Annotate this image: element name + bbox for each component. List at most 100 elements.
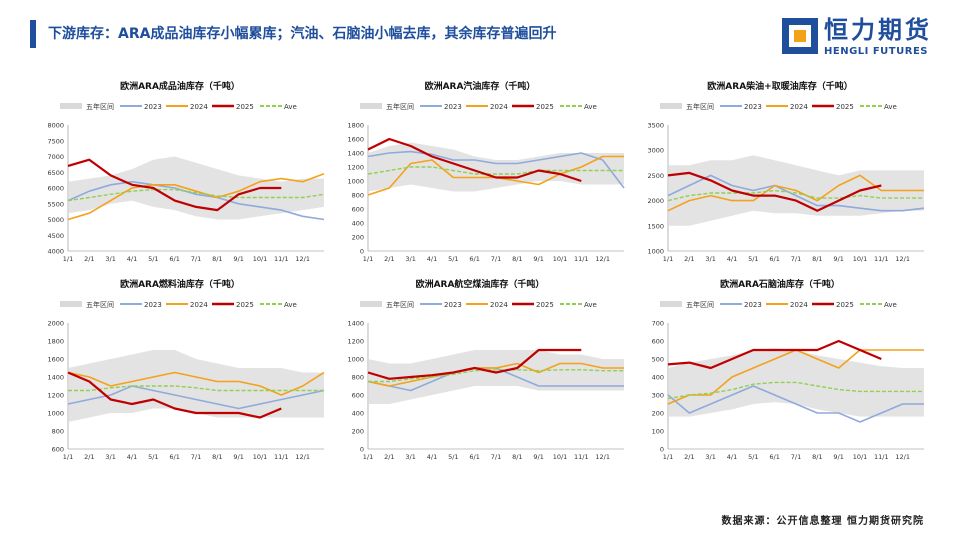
chart-svg: 欧洲ARA燃料油库存（千吨） 五年区间 2023 2024 2025 Ave 600 800 1… [47,278,325,461]
x-tick-label: 12/1 [295,453,310,461]
x-tick-label: 10/1 [253,453,268,461]
y-tick-label: 1000 [647,248,664,256]
x-tick-label: 8/1 [512,453,522,461]
x-tick-label: 7/1 [491,255,501,263]
x-tick-label: 12/1 [295,255,310,263]
series-line-2023 [367,150,625,189]
y-tick-label: 1000 [347,356,364,364]
x-tick-label: 9/1 [833,255,843,263]
series-line-2024 [67,371,325,396]
y-tick-label: 0 [660,446,664,454]
x-tick-label: 11/1 [874,255,889,263]
y-tick-label: 3000 [647,147,664,155]
y-tick-label: 1400 [347,150,364,158]
x-tick-label: 8/1 [212,453,222,461]
x-tick-label: 6/1 [169,453,179,461]
x-tick-label: 12/1 [895,453,910,461]
x-tick-label: 8/1 [812,453,822,461]
chart-title: 欧洲ARA航空煤油库存（千吨） [416,278,545,290]
x-tick-label: 6/1 [469,255,479,263]
x-tick-label: 11/1 [574,453,589,461]
chart-svg: 欧洲ARA石脑油库存（千吨） 五年区间 2023 2024 2025 Ave 0 100 200… [652,278,924,461]
x-tick-label: 7/1 [491,453,501,461]
chart-diesel-heating-oil: 欧洲ARA柴油+取暖油库存（千吨） 五年区间 2023 2024 2025 Ave 1000… [630,75,930,280]
series-line-2025 [67,158,282,212]
x-tick-label: 2/1 [384,453,394,461]
x-tick-label: 11/1 [574,255,589,263]
series-line-2023 [67,180,325,221]
y-tick-label: 800 [352,374,364,382]
series-line-Ave [367,166,624,175]
series-line-2025 [667,171,882,212]
x-tick-label: 10/1 [253,255,268,263]
y-tick-label: 1400 [347,320,364,328]
legend-label: 2025 [236,103,254,111]
x-tick-label: 4/1 [127,255,137,263]
x-tick-label: 7/1 [791,255,801,263]
y-tick-label: 1200 [347,338,364,346]
x-tick-label: 9/1 [233,255,243,263]
y-tick-label: 400 [652,374,664,382]
x-tick-label: 3/1 [405,453,415,461]
x-tick-label: 5/1 [148,453,158,461]
x-tick-label: 1/1 [363,453,373,461]
legend-label: Ave [884,301,897,309]
legend-label: Ave [284,103,297,111]
x-tick-label: 8/1 [512,255,522,263]
x-tick-label: 8/1 [812,255,822,263]
y-tick-label: 800 [352,192,364,200]
chart-gasoil-products: 欧洲ARA成品油库存（千吨） 五年区间 2023 2024 2025 Ave 4000 450… [30,75,330,280]
legend-label: 2024 [490,301,508,309]
x-tick-label: 11/1 [274,453,289,461]
y-tick-label: 600 [52,446,64,454]
y-tick-label: 2000 [647,197,664,205]
legend-label: 2023 [144,103,162,111]
x-tick-label: 5/1 [448,453,458,461]
x-tick-label: 10/1 [853,453,868,461]
x-tick-label: 11/1 [274,255,289,263]
x-tick-label: 8/1 [212,255,222,263]
legend-swatch-band [660,301,682,307]
legend-label: 五年区间 [86,102,114,111]
chart-title: 欧洲ARA燃料油库存（千吨） [120,278,240,290]
chart-gasoline: 欧洲ARA汽油库存（千吨） 五年区间 2023 2024 2025 Ave 0 200 400 6… [330,75,630,280]
x-tick-label: 3/1 [405,255,415,263]
legend-label: Ave [884,103,897,111]
x-tick-label: 4/1 [727,453,737,461]
legend-label: 2023 [744,103,762,111]
legend-label: 2023 [444,103,462,111]
y-tick-label: 200 [352,428,364,436]
series-line-2024 [367,362,624,387]
legend-swatch-band [60,103,82,109]
x-tick-label: 1/1 [663,255,673,263]
y-tick-label: 2000 [47,320,64,328]
y-tick-label: 3500 [647,122,664,130]
series-five-year-range-band [68,350,324,422]
legend-label: 2024 [190,103,208,111]
data-source-note: 数据来源：公开信息整理 恒力期货研究院 [721,516,924,527]
y-tick-label: 400 [352,220,364,228]
x-tick-label: 9/1 [533,255,543,263]
y-tick-label: 700 [652,320,664,328]
chart-jet-fuel: 欧洲ARA航空煤油库存（千吨） 五年区间 2023 2024 2025 Ave 0 200 40… [330,273,630,478]
x-tick-label: 6/1 [169,255,179,263]
legend-label: 2025 [236,301,254,309]
y-tick-label: 1200 [347,164,364,172]
x-tick-label: 10/1 [553,255,568,263]
legend-label: 2025 [536,301,554,309]
series-line-2024 [67,173,325,221]
logo-mark-icon [782,18,818,54]
y-tick-label: 300 [652,392,664,400]
series-line-2024 [667,174,924,212]
y-tick-label: 4500 [47,232,64,240]
y-tick-label: 1600 [47,356,64,364]
x-tick-label: 1/1 [363,255,373,263]
y-tick-label: 600 [352,206,364,214]
legend-label: Ave [284,301,297,309]
chart-svg: 欧洲ARA成品油库存（千吨） 五年区间 2023 2024 2025 Ave 4000 450… [47,80,325,263]
y-tick-label: 1400 [47,374,64,382]
y-tick-label: 7000 [47,153,64,161]
y-tick-label: 400 [352,410,364,418]
series-five-year-range-band [68,156,324,220]
x-tick-label: 1/1 [63,453,73,461]
